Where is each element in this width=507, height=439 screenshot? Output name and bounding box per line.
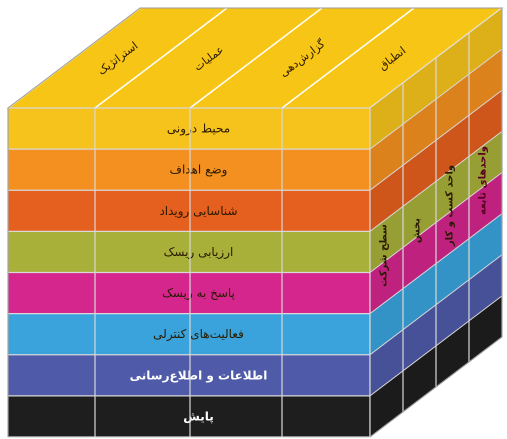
- component-row: ارزیابی ریسک: [8, 231, 370, 273]
- unit-label: سطح شرکت: [379, 224, 390, 287]
- component-label: شناسایی رویداد: [159, 204, 237, 219]
- component-label: وضع اهداف: [170, 163, 228, 178]
- component-label: اطلاعات و اطلاع‌رسانی: [130, 368, 268, 383]
- component-row: پاسخ به ریسک: [8, 272, 370, 314]
- component-band: [8, 190, 370, 232]
- side-row-line: [369, 295, 503, 397]
- component-label: ارزیابی ریسک: [164, 245, 234, 260]
- component-band: [8, 108, 370, 150]
- component-band: [8, 231, 370, 273]
- top-divider-3: [281, 7, 415, 109]
- component-label: فعالیت‌های کنترلی: [153, 327, 244, 342]
- side-row-line: [369, 172, 503, 273]
- side-row-line: [369, 89, 503, 191]
- component-band: [8, 149, 370, 191]
- component-band: [8, 395, 370, 437]
- component-band: [8, 354, 370, 396]
- component-row: وضع اهداف: [8, 149, 370, 191]
- top-divider-1: [94, 7, 228, 109]
- component-label: محیط درونی: [167, 122, 230, 137]
- component-row: فعالیت‌های کنترلی: [8, 313, 370, 355]
- component-row: محیط درونی: [8, 108, 370, 150]
- cube-outline: [7, 7, 503, 438]
- side-row-line: [369, 130, 503, 232]
- side-row-line: [369, 48, 503, 150]
- component-row: اطلاعات و اطلاع‌رسانی: [8, 354, 370, 396]
- top-divider-2: [189, 7, 323, 109]
- side-row-line: [369, 254, 503, 356]
- component-band: [8, 313, 370, 355]
- component-band: [8, 272, 370, 314]
- side-row-line: [369, 7, 503, 109]
- component-row: شناسایی رویداد: [8, 190, 370, 232]
- component-label: پایش: [183, 409, 213, 423]
- unit-label: بخش: [412, 218, 423, 243]
- side-row-line: [369, 213, 503, 315]
- component-label: پاسخ به ریسک: [162, 286, 235, 301]
- unit-label: واحدهای تابعه: [478, 146, 489, 215]
- component-row: پایش: [8, 395, 370, 437]
- unit-label: واحد کسب و کار: [445, 165, 456, 247]
